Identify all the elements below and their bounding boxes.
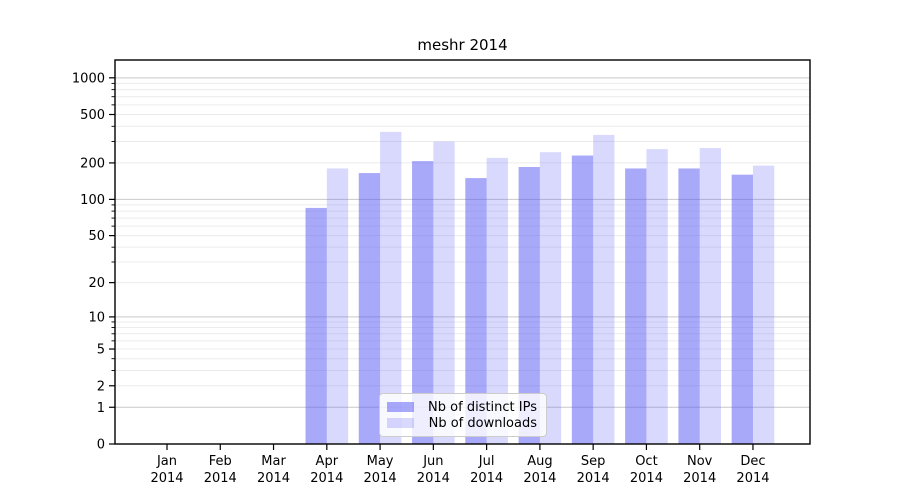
y-tick-label: 1 (97, 401, 105, 416)
bar-downloads-dec (752, 165, 775, 444)
x-axis: Jan 2014 Feb 2014 Mar 2014 Apr 2014 May 2014 Jun 20… (150, 444, 770, 486)
x-tick-label: Feb 2014 (204, 454, 237, 486)
x-tick-label: Mar 2014 (257, 454, 290, 486)
x-tick-label: May 2014 (364, 454, 397, 486)
bar-downloads-jun (433, 141, 455, 444)
bar-downloads-apr (326, 168, 349, 444)
x-tick-label: Sep 2014 (577, 454, 610, 486)
bar-downloads-may (380, 131, 402, 444)
y-tick-label: 1000 (72, 71, 105, 86)
x-tick-label: Oct 2014 (630, 454, 663, 486)
x-tick-label: Jun 2014 (417, 454, 450, 486)
y-tick-label: 20 (88, 276, 105, 291)
bar-distinct-ips-dec (731, 174, 753, 444)
y-tick-label: 50 (88, 229, 105, 244)
bar-distinct-ips-aug (518, 167, 540, 444)
bar-distinct-ips-sep (571, 155, 594, 444)
bar-distinct-ips-jul (465, 178, 487, 444)
bar-downloads-oct (646, 149, 668, 444)
bar-distinct-ips-nov (678, 168, 700, 444)
y-tick-label: 5 (97, 343, 105, 358)
y-tick-label: 0 (97, 438, 105, 453)
y-tick-label: 10 (88, 310, 105, 325)
plot-border (114, 59, 811, 445)
legend-swatch-downloads (387, 418, 414, 428)
chart-title: meshr 2014 (417, 36, 508, 54)
bar-downloads-nov (699, 148, 721, 445)
y-tick-label: 200 (80, 156, 105, 171)
legend: Nb of distinct IPs Nb of downloads (379, 393, 547, 437)
bar-distinct-ips-apr (305, 207, 327, 444)
legend-item-downloads: Nb of downloads (387, 415, 537, 431)
bar-distinct-ips-oct (625, 168, 647, 444)
x-tick-label: Jan 2014 (150, 454, 183, 486)
legend-swatch-distinct-ips (387, 402, 414, 412)
x-tick-label: Aug 2014 (523, 454, 556, 486)
bar-downloads-sep (593, 134, 615, 444)
y-axis: 0 1 2 5 10 20 50 100 200 500 1000 (72, 71, 115, 453)
x-tick-label: Apr 2014 (310, 454, 343, 486)
bar-downloads-jul (486, 157, 508, 444)
x-tick-label: Dec 2014 (736, 454, 769, 486)
x-tick-label: Nov 2014 (683, 454, 716, 486)
legend-label-distinct-ips: Nb of distinct IPs (428, 399, 537, 415)
bar-distinct-ips-may (358, 173, 381, 444)
bar-downloads-aug (539, 152, 562, 444)
legend-item-distinct-ips: Nb of distinct IPs (387, 399, 537, 415)
bars (305, 131, 775, 445)
legend-label-downloads: Nb of downloads (428, 415, 537, 431)
y-tick-label: 500 (80, 108, 105, 123)
bar-distinct-ips-jun (412, 161, 434, 444)
y-tick-label: 100 (80, 193, 105, 208)
y-tick-label: 2 (97, 379, 105, 394)
x-tick-label: Jul 2014 (470, 454, 503, 486)
